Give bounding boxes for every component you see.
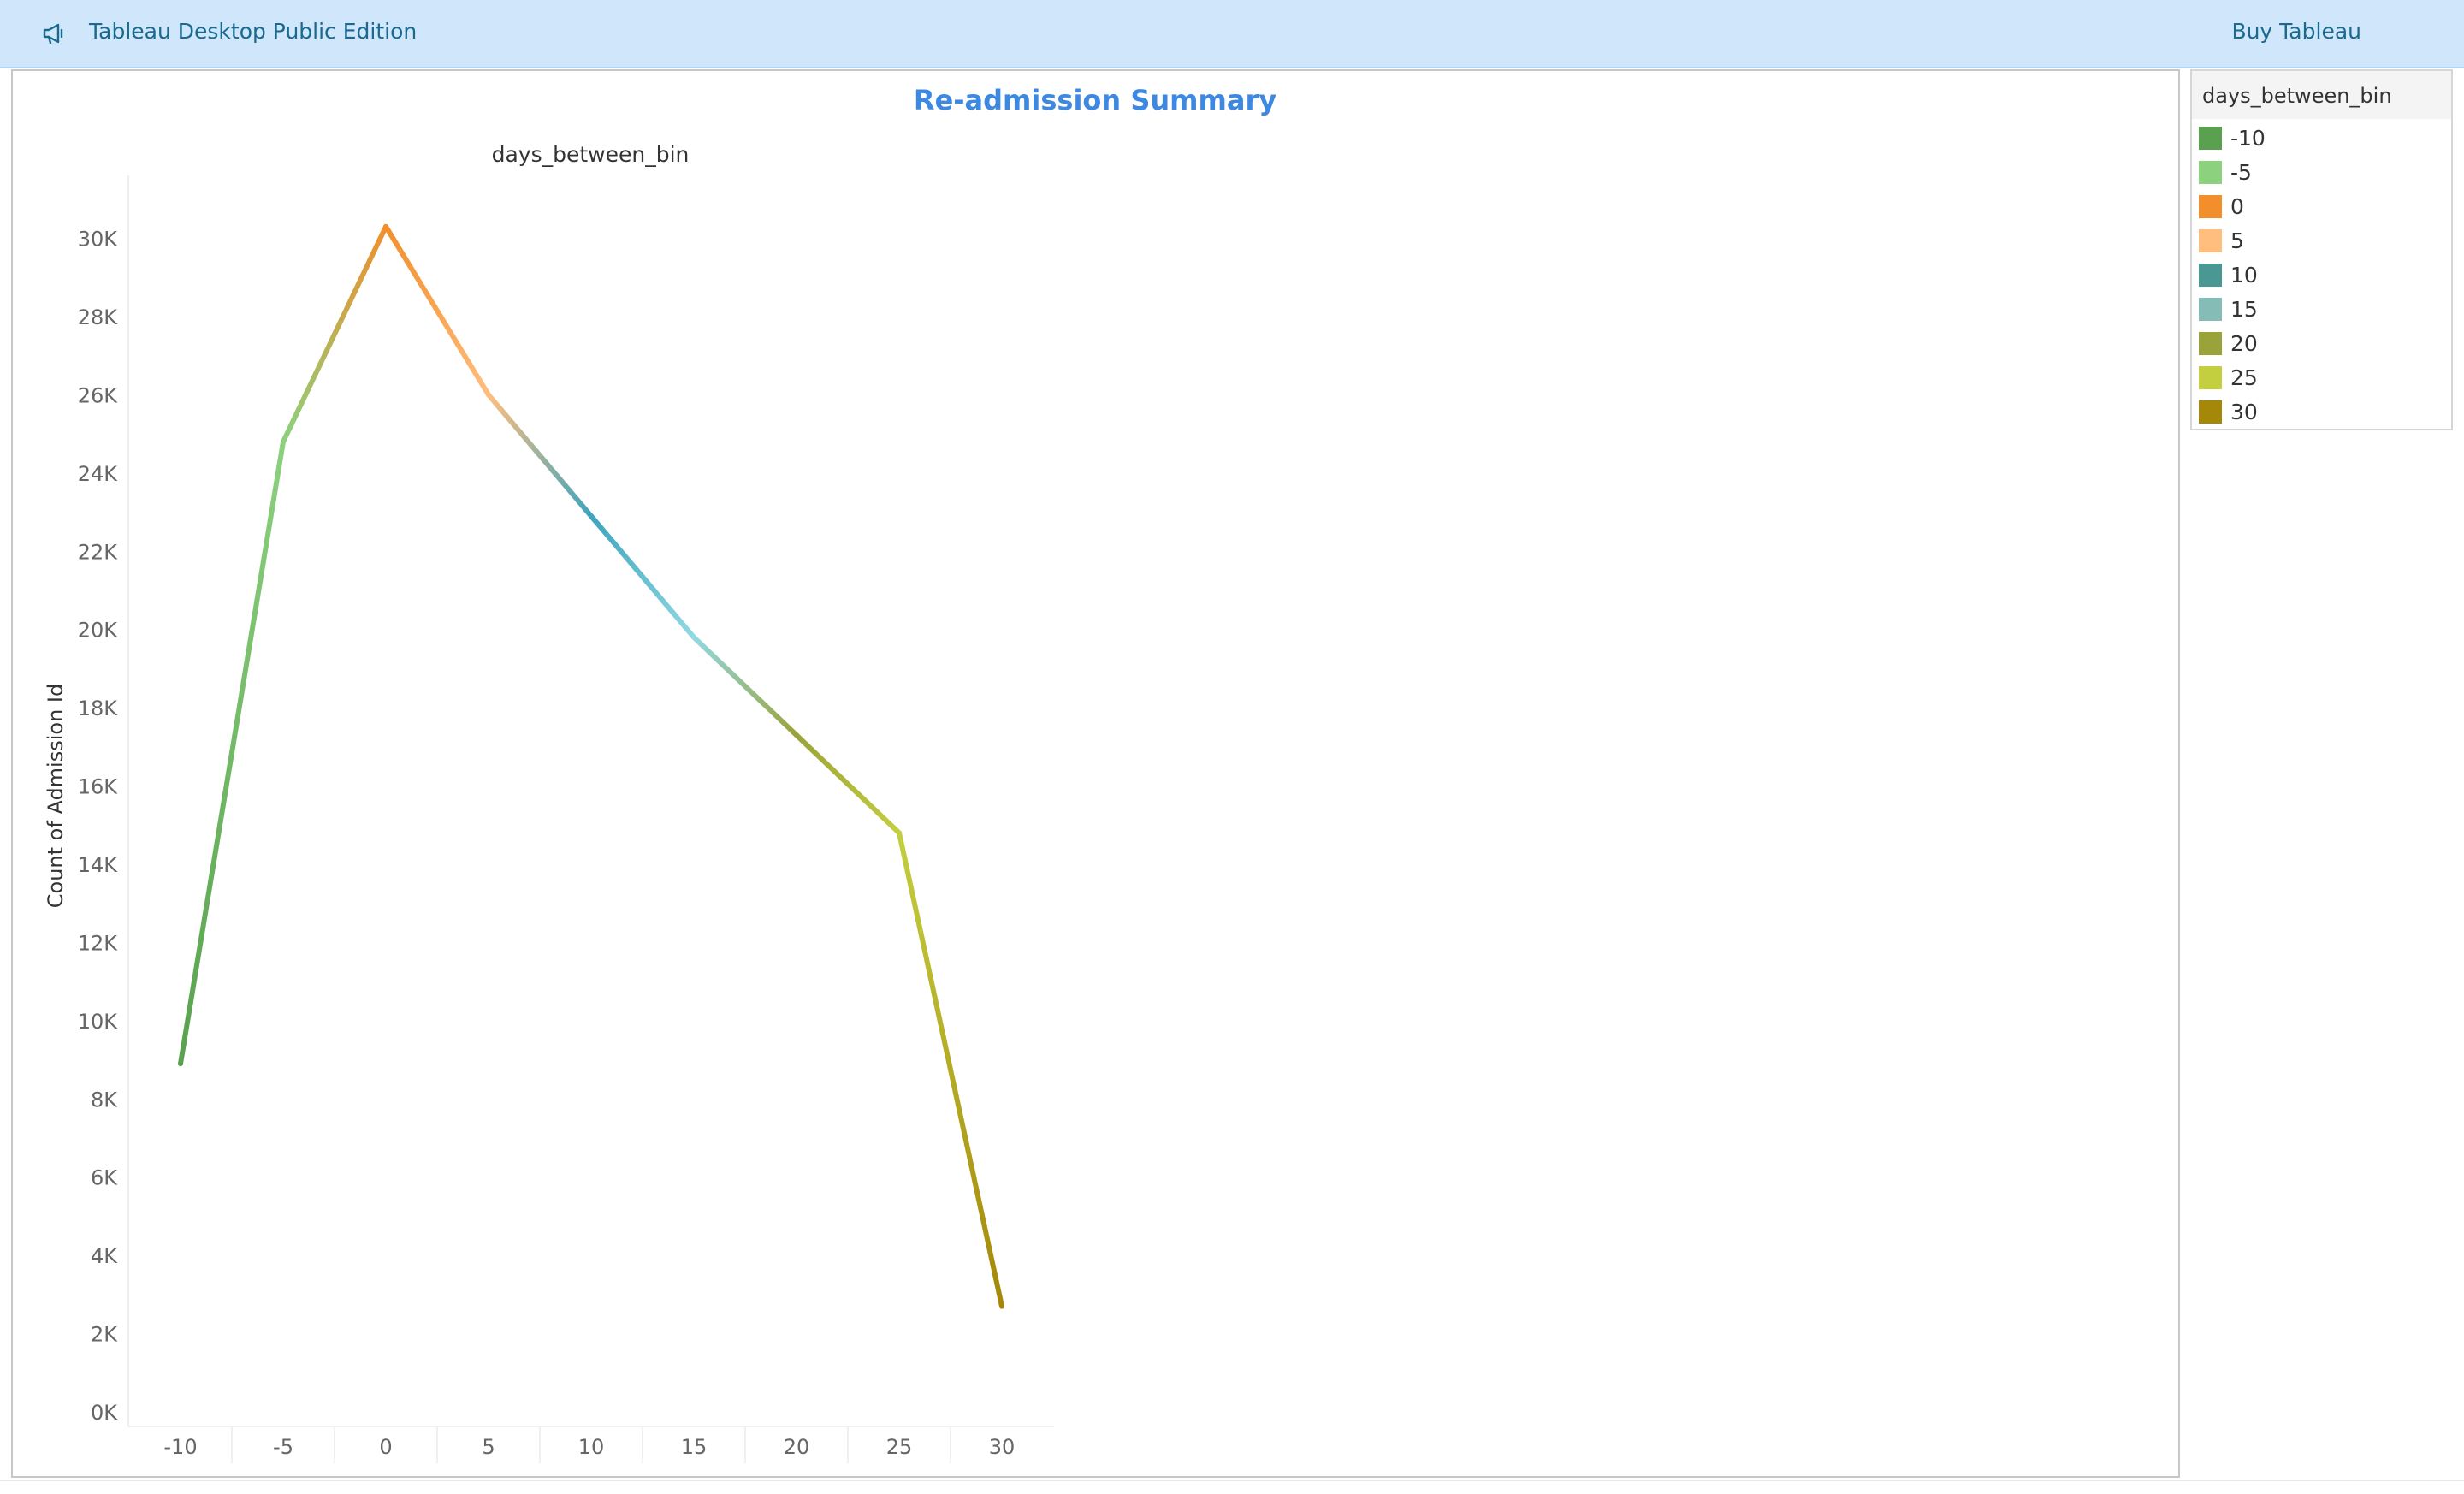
data-point[interactable] — [281, 439, 286, 445]
x-tick-label: 25 — [886, 1435, 913, 1459]
data-point[interactable] — [897, 830, 902, 836]
data-point[interactable] — [486, 392, 491, 398]
legend-swatch — [2199, 400, 2222, 424]
legend-item[interactable]: 5 — [2192, 222, 2451, 256]
y-tick-label: 14K — [78, 853, 119, 877]
legend-label: 25 — [2230, 365, 2258, 390]
y-tick-label: 18K — [78, 697, 119, 720]
y-tick-label: 24K — [78, 462, 119, 486]
bottom-tab-strip — [0, 1480, 2464, 1494]
legend-label: -10 — [2230, 126, 2266, 151]
legend-label: 10 — [2230, 263, 2258, 288]
y-tick-label: 26K — [78, 383, 119, 407]
legend-swatch — [2199, 298, 2222, 321]
legend-item[interactable]: 20 — [2192, 324, 2451, 359]
x-tick-label: 15 — [681, 1435, 708, 1459]
line-segment[interactable] — [486, 392, 594, 519]
line-segment[interactable] — [383, 223, 491, 398]
y-tick-label: 20K — [78, 619, 119, 643]
legend-swatch — [2199, 264, 2222, 287]
legend-item[interactable]: 25 — [2192, 359, 2451, 393]
legend-label: 0 — [2230, 194, 2244, 219]
y-tick-label: 16K — [78, 775, 119, 799]
dashboard-frame — [11, 69, 2180, 1478]
legend-item[interactable]: 15 — [2192, 290, 2451, 324]
data-point[interactable] — [178, 1061, 183, 1067]
legend-swatch — [2199, 366, 2222, 389]
y-tick-label: 28K — [78, 305, 119, 329]
legend-swatch — [2199, 229, 2222, 252]
data-point[interactable] — [589, 513, 594, 519]
y-tick-label: 30K — [78, 228, 119, 252]
legend-swatch — [2199, 195, 2222, 218]
legend-title: days_between_bin — [2192, 71, 2451, 119]
y-tick-label: 10K — [78, 1010, 119, 1034]
legend-label: 20 — [2230, 331, 2258, 356]
megaphone-icon[interactable] — [41, 21, 67, 46]
line-segment[interactable] — [178, 439, 286, 1067]
legend-item[interactable]: 0 — [2192, 187, 2451, 222]
x-tick-label: 20 — [784, 1435, 810, 1459]
legend-swatch — [2199, 332, 2222, 355]
legend-label: -5 — [2230, 160, 2252, 185]
y-tick-label: 8K — [91, 1088, 118, 1112]
color-legend: days_between_bin -10 -5 0 5 10 15 20 25 30 — [2190, 69, 2453, 430]
buy-tableau-link[interactable]: Buy Tableau — [2231, 19, 2361, 44]
y-tick-label: 12K — [78, 931, 119, 955]
data-point[interactable] — [383, 223, 388, 229]
x-tick-label: -10 — [163, 1435, 197, 1459]
legend-swatch — [2199, 127, 2222, 150]
legend-item[interactable]: -5 — [2192, 153, 2451, 187]
legend-swatch — [2199, 161, 2222, 184]
x-tick-label: 0 — [379, 1435, 392, 1459]
x-tick-label: 30 — [989, 1435, 1016, 1459]
data-point[interactable] — [999, 1303, 1004, 1309]
data-point[interactable] — [691, 634, 696, 640]
line-segment[interactable] — [897, 830, 1004, 1309]
legend-item[interactable]: -10 — [2192, 119, 2451, 153]
legend-label: 15 — [2230, 297, 2258, 322]
y-tick-label: 0K — [91, 1401, 118, 1425]
line-segment[interactable] — [589, 513, 696, 640]
line-segment[interactable] — [281, 223, 388, 445]
legend-label: 5 — [2230, 228, 2244, 253]
x-tick-label: -5 — [273, 1435, 293, 1459]
x-tick-label: 5 — [482, 1435, 495, 1459]
y-tick-label: 4K — [91, 1244, 118, 1268]
dashboard-title: Re-admission Summary — [913, 84, 1277, 116]
legend-item[interactable]: 10 — [2192, 256, 2451, 290]
line-segment[interactable] — [691, 634, 799, 738]
x-tick-label: 10 — [578, 1435, 605, 1459]
y-axis-title: Count of Admission Id — [44, 684, 68, 908]
y-tick-label: 22K — [78, 540, 119, 564]
app-title: Tableau Desktop Public Edition — [89, 19, 418, 44]
line-chart: days_between_bin Count of Admission Id 0… — [44, 142, 1054, 1463]
line-segment[interactable] — [794, 732, 902, 836]
chart-header: days_between_bin — [492, 142, 690, 167]
y-tick-label: 2K — [91, 1323, 118, 1347]
legend-item[interactable]: 30 — [2192, 393, 2451, 427]
y-tick-label: 6K — [91, 1166, 118, 1190]
app-header: Tableau Desktop Public Edition Buy Table… — [0, 0, 2464, 68]
legend-label: 30 — [2230, 400, 2258, 424]
data-point[interactable] — [794, 732, 799, 738]
